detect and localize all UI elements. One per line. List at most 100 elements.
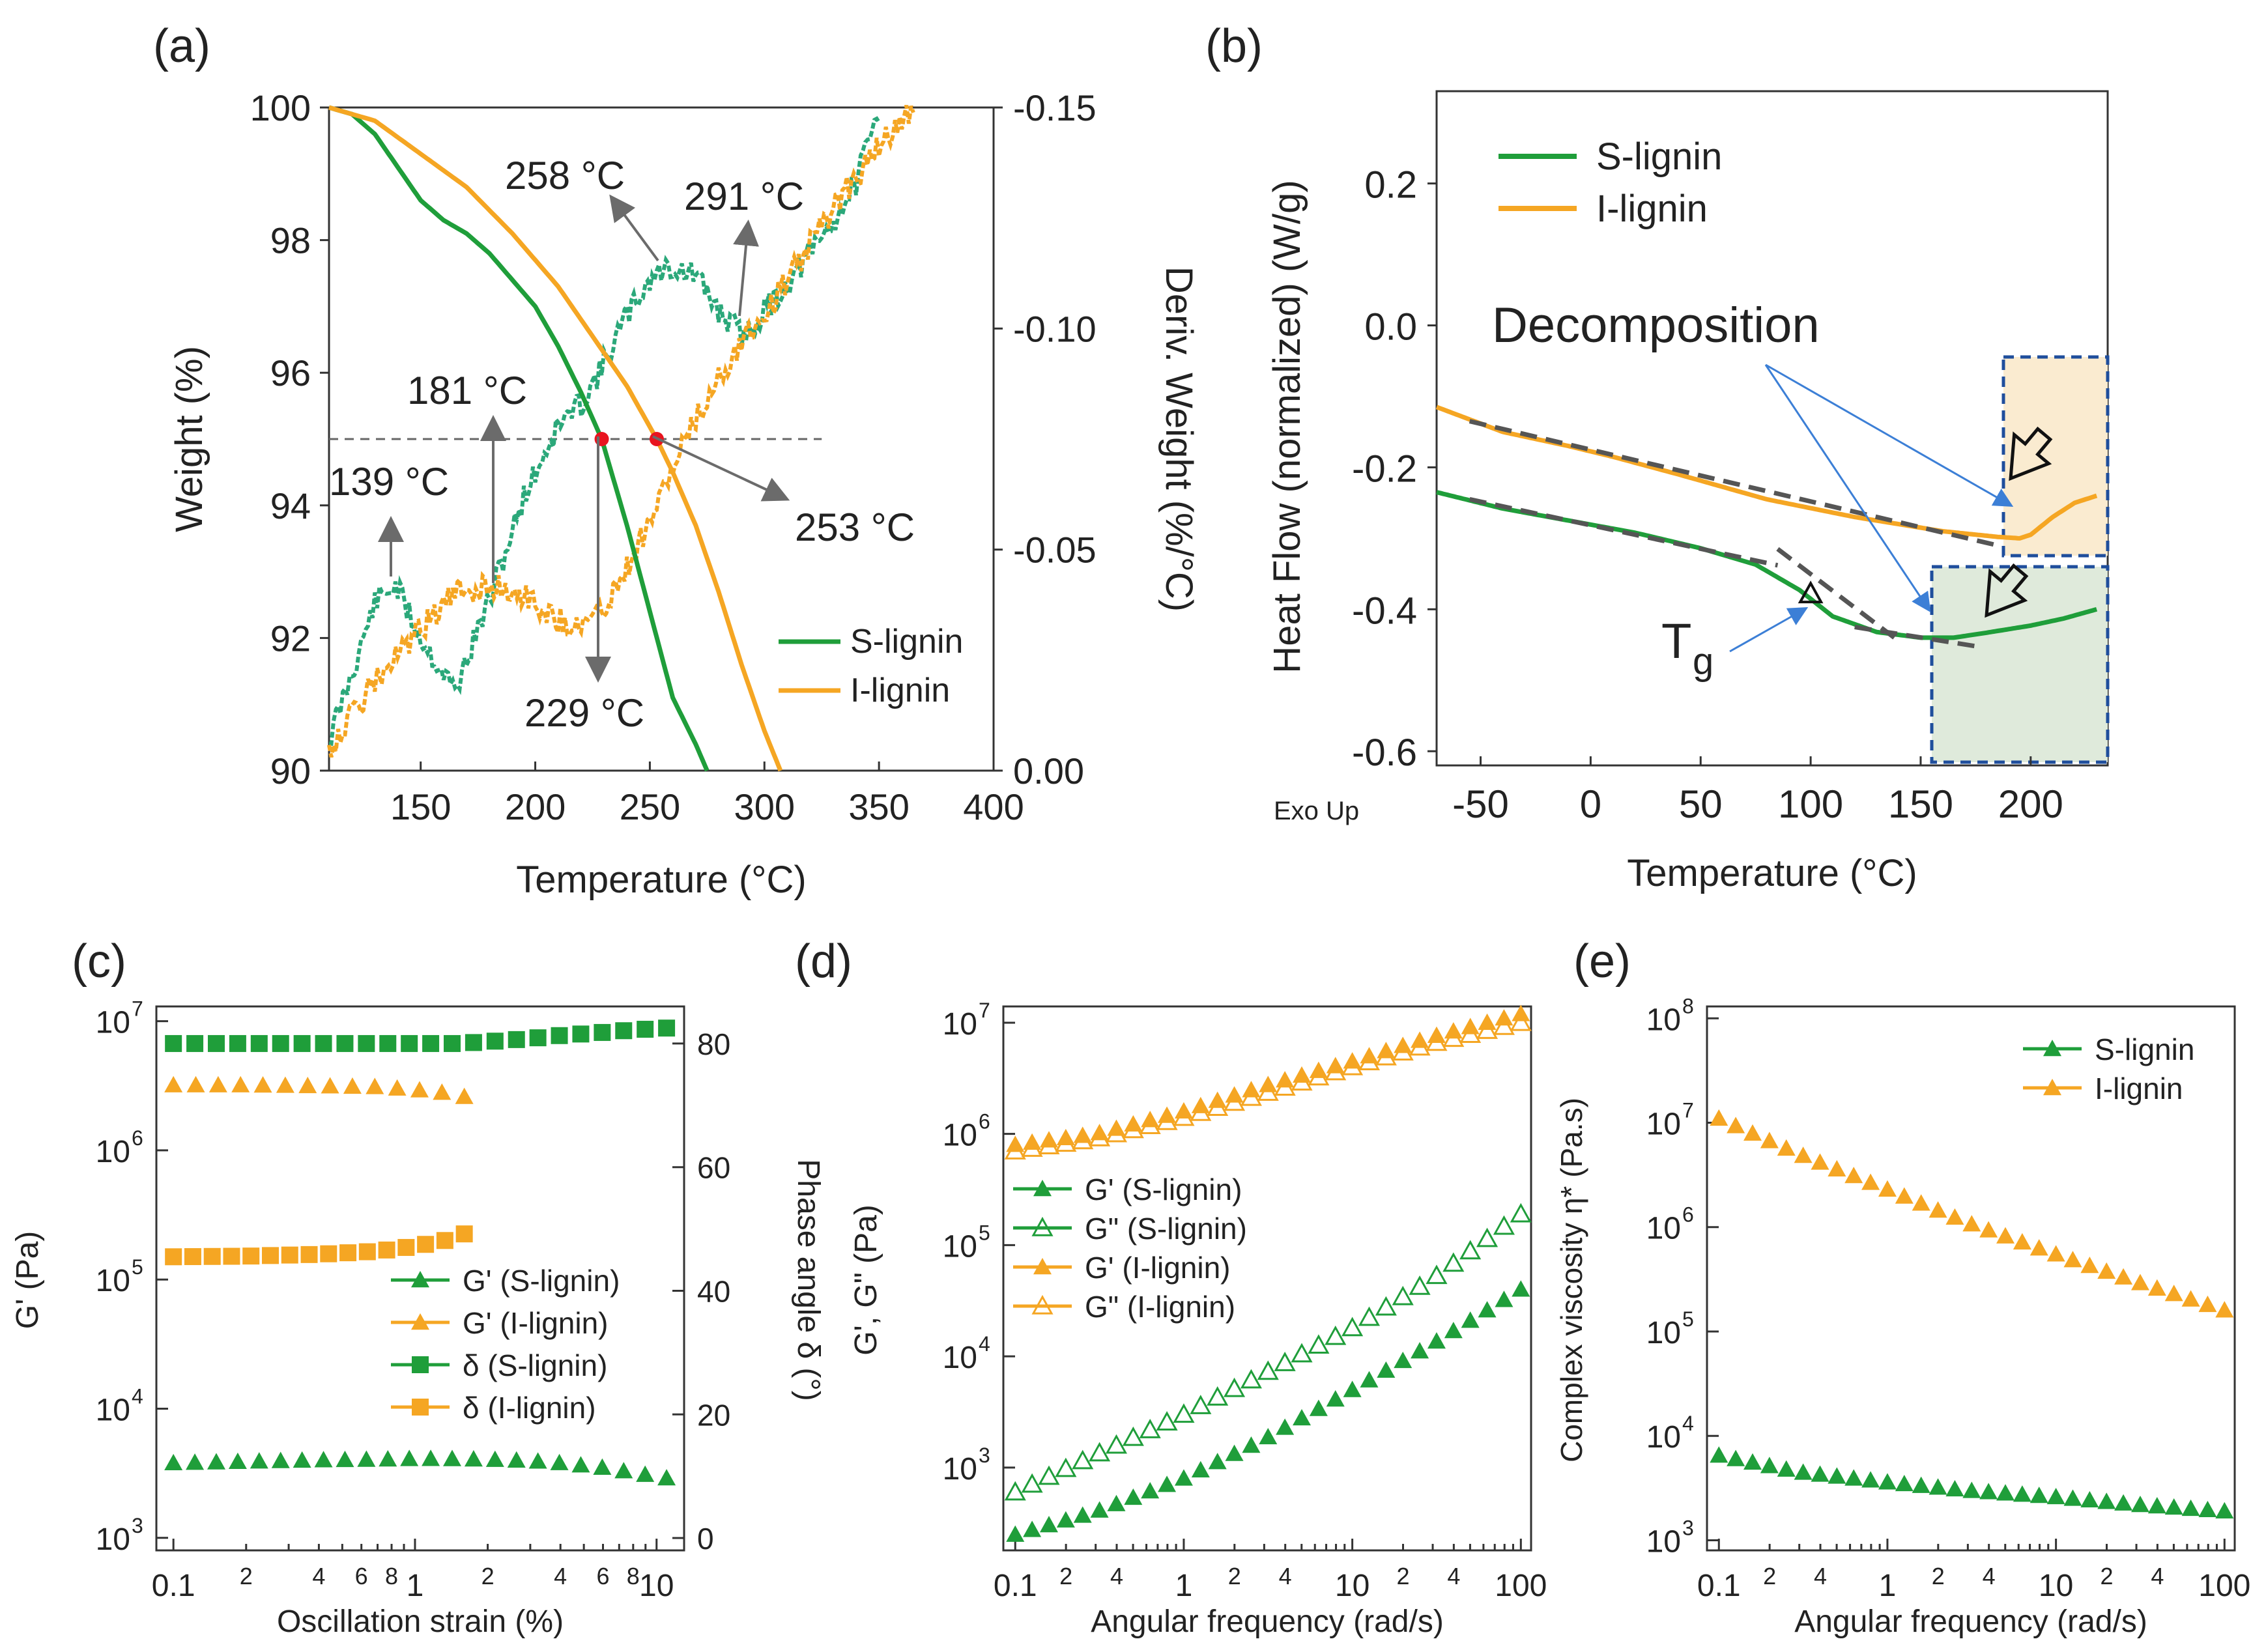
marker-viscosity-s-lignin [1811,1465,1829,1482]
marker-gprime-s-lignin [1309,1399,1328,1416]
legend-marker [1031,1216,1054,1236]
marker-delta-s-lignin [637,1021,654,1038]
y-tick-base: 10 [1646,1107,1681,1142]
y-tick-base: 10 [943,1229,977,1264]
y-tick-label: 94 [270,485,311,526]
marker-gdoubleprime-s-lignin [1240,1369,1262,1389]
marker-gprime-s-lignin [293,1451,311,1468]
x-tick-label: 200 [1998,782,2063,826]
marker-delta-i-lignin [436,1232,453,1249]
marker-gdoubleprime-s-lignin [1089,1442,1111,1462]
y-tick-base: 10 [1646,1003,1681,1037]
y-tick-base: 10 [1646,1524,1681,1559]
legend-text: G' (I-lignin) [1085,1251,1231,1285]
marker-gprime-s-lignin [657,1469,676,1486]
marker-viscosity-i-lignin [1777,1139,1796,1156]
marker-delta-s-lignin [207,1034,225,1052]
y2-tick-label: 0.00 [1013,750,1084,791]
marker-gprime-s-lignin [1377,1361,1396,1378]
panel-b-label: (b) [1205,20,1263,72]
marker-gprime-i-lignin [1023,1133,1042,1150]
annotation-139: 139 °C [329,460,449,504]
x-tick-label: 100 [1778,782,1843,826]
marker-gprime-i-lignin [1056,1128,1075,1146]
legend-text-s-lignin: S-lignin [850,623,963,661]
marker-gprime-s-lignin [1512,1280,1530,1297]
marker-gprime-s-lignin [1191,1460,1210,1477]
y-tick-base: 10 [96,1522,130,1557]
legend-marker [1033,1180,1052,1197]
marker-gdoubleprime-s-lignin [1173,1403,1195,1423]
marker-delta-s-lignin [594,1023,611,1041]
y2-tick-label: 60 [697,1151,730,1185]
marker-delta-i-lignin [242,1247,260,1265]
marker-gdoubleprime-i-lignin [1105,1122,1128,1143]
marker-gdoubleprime-s-lignin [1105,1434,1128,1454]
y-tick-exponent: 7 [979,999,990,1022]
panel-e-xlabel: Angular frequency (rad/s) [1794,1604,2147,1639]
marker-delta-s-lignin [250,1034,268,1052]
marker-gdoubleprime-i-lignin [1207,1096,1229,1116]
panel-b-legend: S-lignin I-lignin [1499,135,1722,230]
y2-tick-label: -0.05 [1013,530,1097,571]
legend-marker [2043,1040,2061,1057]
y-tick-label: 100 [250,87,311,128]
series-gprime-i-lignin [1006,1004,1530,1152]
x-tick-label: 0.1 [152,1569,195,1603]
marker-gdoubleprime-i-lignin [1341,1055,1364,1075]
marker-gdoubleprime-s-lignin [1072,1449,1094,1470]
hollow-arrow-icon [2009,426,2053,481]
y-tick-base: 10 [96,1006,130,1040]
marker-gdoubleprime-s-lignin [1341,1317,1364,1337]
marker-delta-s-lignin [165,1034,182,1052]
marker-gprime-s-lignin [1326,1390,1345,1407]
marker-gdoubleprime-s-lignin [1274,1352,1296,1371]
y2-tick-label: -0.15 [1013,87,1097,128]
annotation-291: 291 °C [684,175,804,218]
legend-marker [1033,1258,1052,1275]
y-tick-base: 10 [96,1264,130,1298]
series-viscosity-s-lignin [1710,1446,2234,1519]
annotation-181: 181 °C [407,369,527,412]
marker-delta-s-lignin [229,1034,246,1052]
y-tick-exponent: 3 [132,1514,143,1537]
x-tick-label: 4 [1279,1563,1292,1589]
series-gprime-s-lignin [1006,1280,1530,1542]
panel-e-legend: S-lignin I-lignin [2023,1032,2194,1105]
panel-b-plot-area: -50 0 50 100 150 200 -0.6 -0.4 -0.2 0.0 0.2 [1352,164,2098,826]
marker-delta-i-lignin [320,1245,337,1262]
marker-gprime-s-lignin [1056,1511,1075,1528]
marker-delta-s-lignin [401,1034,418,1052]
legend-marker [412,1356,429,1373]
marker-gprime-s-lignin [1259,1427,1278,1445]
marker-viscosity-s-lignin [1710,1446,1728,1463]
marker-viscosity-s-lignin [1727,1449,1745,1466]
marker-gdoubleprime-i-lignin [1358,1051,1381,1071]
marker-gprime-s-lignin [207,1453,225,1470]
marker-gdoubleprime-i-lignin [1021,1137,1043,1157]
y2-tick-label: 80 [697,1027,730,1061]
marker-gprime-s-lignin [1293,1408,1312,1426]
marker-delta-i-lignin [261,1247,279,1264]
legend-marker [411,1271,429,1288]
marker-viscosity-i-lignin [1743,1124,1762,1141]
marker-gdoubleprime-i-lignin [1072,1130,1094,1150]
marker-delta-s-lignin [551,1027,568,1044]
legend-marker [412,1399,429,1416]
marker-gprime-s-lignin [1174,1469,1193,1486]
y-tick-exponent: 3 [1682,1516,1694,1539]
x-tick-label: 4 [312,1563,325,1589]
marker-gdoubleprime-i-lignin [1139,1115,1161,1134]
marker-gprime-i-lignin [1090,1124,1109,1141]
marker-delta-s-lignin [186,1034,204,1052]
marker-gdoubleprime-s-lignin [1223,1377,1246,1397]
marker-viscosity-s-lignin [1794,1463,1813,1480]
marker-viscosity-s-lignin [2164,1498,2183,1515]
legend-marker [411,1313,429,1330]
marker-gprime-s-lignin [1411,1342,1429,1359]
y2-tick-label: 20 [697,1398,730,1432]
marker-viscosity-i-lignin [1929,1201,1947,1218]
marker-viscosity-i-lignin [2063,1251,2082,1268]
legend-marker [1031,1294,1054,1315]
